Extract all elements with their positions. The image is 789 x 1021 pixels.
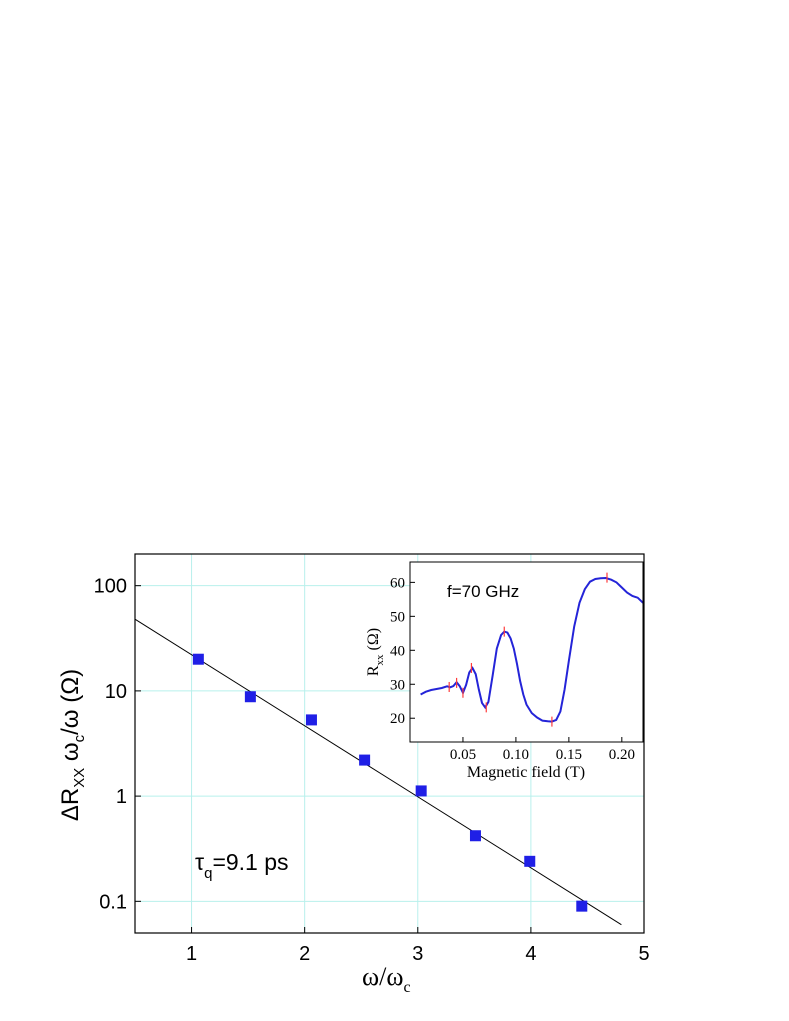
inset-y-tick-label: 20 bbox=[390, 711, 405, 727]
x-tick-label: 3 bbox=[412, 943, 423, 965]
data-point bbox=[415, 785, 427, 797]
inset-series-line bbox=[420, 576, 644, 723]
inset-y-tick-label: 60 bbox=[390, 575, 405, 591]
data-point bbox=[359, 754, 371, 766]
main-fit-layer bbox=[134, 618, 622, 926]
y-tick-label: 1 bbox=[116, 786, 127, 808]
fit-line bbox=[134, 618, 622, 926]
data-point bbox=[192, 653, 204, 665]
main-plot: 1 2 3 4 5 0.1 1 10 100 τq=9.1 ps ω/ωc ΔRXX ωc/ω… bbox=[57, 553, 650, 996]
data-point bbox=[524, 855, 536, 867]
y-tick-label: 0.1 bbox=[99, 891, 127, 913]
inset-x-tick-label: 0.05 bbox=[450, 747, 476, 763]
y-tick-label: 10 bbox=[105, 681, 127, 703]
x-tick-label: 5 bbox=[638, 943, 649, 965]
y-tick-label: 100 bbox=[94, 576, 127, 598]
inset-y-tick-label: 40 bbox=[390, 643, 405, 659]
inset-y-ticks: 20 30 40 50 60 bbox=[390, 575, 415, 727]
inset-background bbox=[410, 562, 643, 742]
inset-y-tick-label: 30 bbox=[390, 677, 405, 693]
main-x-axis-label: ω/ωc bbox=[362, 962, 411, 996]
main-y-axis-label: ΔRXX ωc/ω (Ω) bbox=[57, 669, 88, 821]
inset-x-tick-label: 0.20 bbox=[609, 747, 635, 763]
frequency-annotation: f=70 GHz bbox=[447, 582, 519, 601]
main-plot-frame bbox=[134, 553, 645, 934]
inset-plot: 0.05 0.10 0.15 0.20 20 30 40 50 60 f=70 GHz Mag… bbox=[365, 561, 644, 781]
inset-x-tick-label: 0.15 bbox=[556, 747, 582, 763]
inset-marker-layer bbox=[448, 572, 608, 727]
data-point bbox=[469, 830, 481, 842]
main-points-layer bbox=[192, 653, 588, 912]
inset-frame bbox=[409, 561, 644, 743]
main-x-ticks: 1 2 3 4 5 bbox=[186, 927, 650, 965]
inset-x-tick-label: 0.10 bbox=[503, 747, 529, 763]
tau-annotation: τq=9.1 ps bbox=[195, 849, 289, 882]
data-point bbox=[305, 714, 317, 726]
data-point bbox=[576, 900, 588, 912]
data-point bbox=[244, 691, 256, 703]
x-tick-label: 2 bbox=[299, 943, 310, 965]
inset-y-tick-label: 50 bbox=[390, 609, 405, 625]
x-tick-label: 4 bbox=[525, 943, 536, 965]
inset-x-ticks: 0.05 0.10 0.15 0.20 bbox=[450, 737, 635, 763]
main-y-ticks: 0.1 1 10 100 bbox=[94, 576, 141, 913]
x-tick-label: 1 bbox=[186, 943, 197, 965]
inset-x-axis-label: Magnetic field (T) bbox=[467, 764, 585, 781]
inset-y-axis-label: Rxx (Ω) bbox=[365, 628, 386, 676]
inset-line-layer bbox=[420, 576, 644, 723]
